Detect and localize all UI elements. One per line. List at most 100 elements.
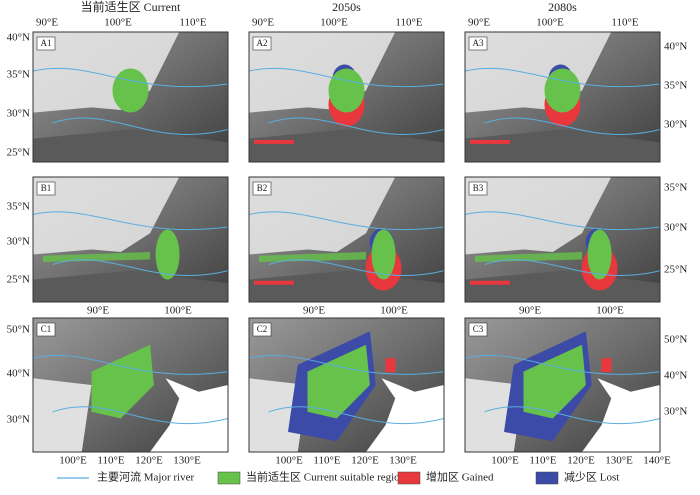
panel-label-box — [252, 322, 272, 337]
suitable — [155, 229, 180, 280]
panel-frame — [248, 31, 445, 163]
lat-label: 40°N — [7, 32, 30, 44]
plateau — [465, 177, 612, 255]
map-panel — [465, 32, 660, 162]
lon-label: 90°E — [252, 17, 274, 29]
lon-label: 90°E — [87, 305, 109, 317]
suitable — [307, 344, 370, 419]
panel-frame — [464, 317, 661, 453]
panel-label-box — [468, 181, 488, 196]
river — [33, 211, 228, 231]
suitable — [91, 344, 154, 419]
gained — [470, 280, 510, 285]
legend-swatch — [535, 471, 559, 485]
lon-label: 110°E — [611, 17, 638, 29]
lon-label: 120°E — [567, 455, 595, 467]
lat-label: 40°N — [664, 41, 687, 53]
panel-label: B2 — [257, 183, 268, 193]
lat-label: 30°N — [7, 414, 30, 426]
suitable — [475, 252, 582, 262]
panel-label: A2 — [257, 38, 268, 48]
river — [249, 211, 444, 231]
lon-label: 100°E — [320, 17, 348, 29]
map-panel — [33, 177, 228, 302]
lon-label: 100°E — [104, 17, 132, 29]
suitable — [259, 252, 366, 262]
lat-label: 40°N — [664, 370, 687, 382]
lat-label: 35°N — [664, 80, 687, 92]
plateau — [33, 177, 180, 255]
lon-label: 90°E — [36, 17, 58, 29]
river — [268, 259, 444, 276]
river — [465, 354, 660, 375]
panel-label: A1 — [41, 38, 52, 48]
lon-label: 110°E — [395, 17, 422, 29]
river — [484, 117, 660, 135]
map-panel — [249, 177, 444, 302]
legend-label: 主要河流 Major river — [97, 470, 194, 484]
river — [249, 67, 444, 88]
lat-label: 30°N — [664, 222, 687, 234]
panel-frame — [32, 31, 229, 163]
panel-label-box — [252, 181, 272, 196]
panel-frame — [32, 176, 229, 303]
lon-label: 110°E — [313, 455, 340, 467]
lon-label: 110°E — [179, 17, 206, 29]
panel-label: B1 — [41, 183, 52, 193]
map-panel — [249, 318, 444, 452]
lat-label: 50°N — [7, 324, 30, 336]
legend-label: 减少区 Lost — [564, 471, 619, 484]
panel-label: A3 — [473, 38, 484, 48]
lowland — [249, 129, 444, 162]
gained — [601, 358, 612, 373]
lon-label: 110°E — [97, 455, 124, 467]
river — [465, 211, 660, 231]
lat-label: 35°N — [664, 182, 687, 194]
lon-label: 140°E — [643, 455, 671, 467]
lon-label: 100°E — [380, 305, 408, 317]
lon-label: 120°E — [135, 455, 163, 467]
panel-label-box — [36, 36, 56, 51]
lat-label: 40°N — [7, 368, 30, 380]
sea — [582, 378, 660, 452]
river — [33, 354, 228, 375]
river — [268, 406, 444, 425]
suitable — [523, 344, 586, 419]
lowland — [465, 129, 660, 162]
lowland — [33, 129, 228, 162]
panel-label-box — [252, 36, 272, 51]
lon-label: 120°E — [351, 455, 379, 467]
river — [465, 67, 660, 88]
column-title: 2080s — [548, 0, 577, 14]
panel-frame — [464, 176, 661, 303]
map-panel — [33, 318, 228, 452]
plateau — [33, 378, 92, 452]
suitable — [112, 68, 149, 113]
lon-label: 90°E — [519, 305, 541, 317]
river — [52, 406, 228, 425]
lat-label: 30°N — [664, 119, 687, 131]
suitable — [328, 68, 365, 113]
river — [484, 259, 660, 276]
panel-frame — [248, 317, 445, 453]
river — [484, 406, 660, 425]
panel-label-box — [36, 181, 56, 196]
panel-label: C3 — [473, 324, 484, 334]
legend-swatch — [397, 471, 421, 485]
lon-label: 130°E — [605, 455, 633, 467]
panel-label-box — [468, 36, 488, 51]
lat-label: 30°N — [664, 406, 687, 418]
panel-frame — [248, 176, 445, 303]
panel-frame — [464, 31, 661, 163]
river — [52, 117, 228, 135]
panel-frame — [32, 317, 229, 453]
panel-label-box — [36, 322, 56, 337]
column-title: 当前适生区 Current — [81, 0, 181, 14]
legend-swatch — [217, 471, 241, 485]
sea — [150, 378, 228, 452]
lat-label: 50°N — [664, 334, 687, 346]
legend-label: 增加区 Gained — [426, 470, 494, 484]
river — [268, 117, 444, 135]
lat-label: 35°N — [7, 69, 30, 81]
lon-label: 100°E — [275, 455, 303, 467]
